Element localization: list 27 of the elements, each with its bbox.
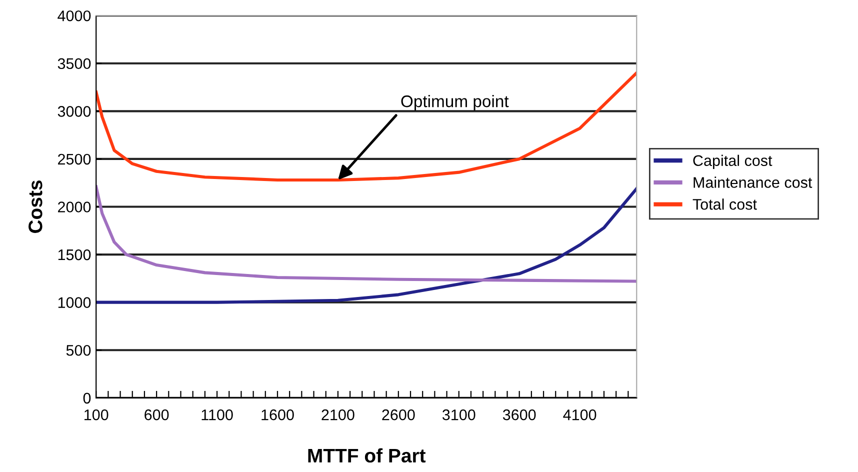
x-tick-label: 2600 <box>382 409 415 420</box>
y-axis-title: Costs <box>28 180 42 233</box>
x-tick-label: 1100 <box>202 409 233 420</box>
y-tick-label: 2500 <box>58 154 91 165</box>
x-tick-label: 1600 <box>262 409 294 420</box>
legend-label: Maintenance cost <box>694 176 812 188</box>
legend-label: Capital cost <box>693 154 772 170</box>
y-tick-label: 2000 <box>58 202 91 212</box>
y-tick-label: 3000 <box>58 106 91 117</box>
y-tick-label: 0 <box>83 392 91 404</box>
x-axis-title: MTTF of Part <box>308 448 426 463</box>
y-tick-label: 1500 <box>58 249 91 260</box>
y-tick-label: 3500 <box>58 58 91 70</box>
x-tick-label: 600 <box>144 409 169 420</box>
y-tick-label: 500 <box>66 344 91 356</box>
x-tick-label: 3600 <box>502 409 536 420</box>
annotation: Optimum point <box>401 94 509 111</box>
y-tick-label: 4000 <box>58 10 91 22</box>
legend-label: Total cost <box>692 198 757 210</box>
x-tick-label: 3100 <box>442 409 476 420</box>
y-tick-label: 1000 <box>58 297 91 308</box>
x-tick-label: 4100 <box>563 409 596 420</box>
line-series <box>96 187 637 304</box>
line-series <box>96 185 637 283</box>
x-tick-label: 2100 <box>322 409 354 420</box>
x-tick-label: 100 <box>84 409 108 420</box>
line-series <box>96 71 637 182</box>
